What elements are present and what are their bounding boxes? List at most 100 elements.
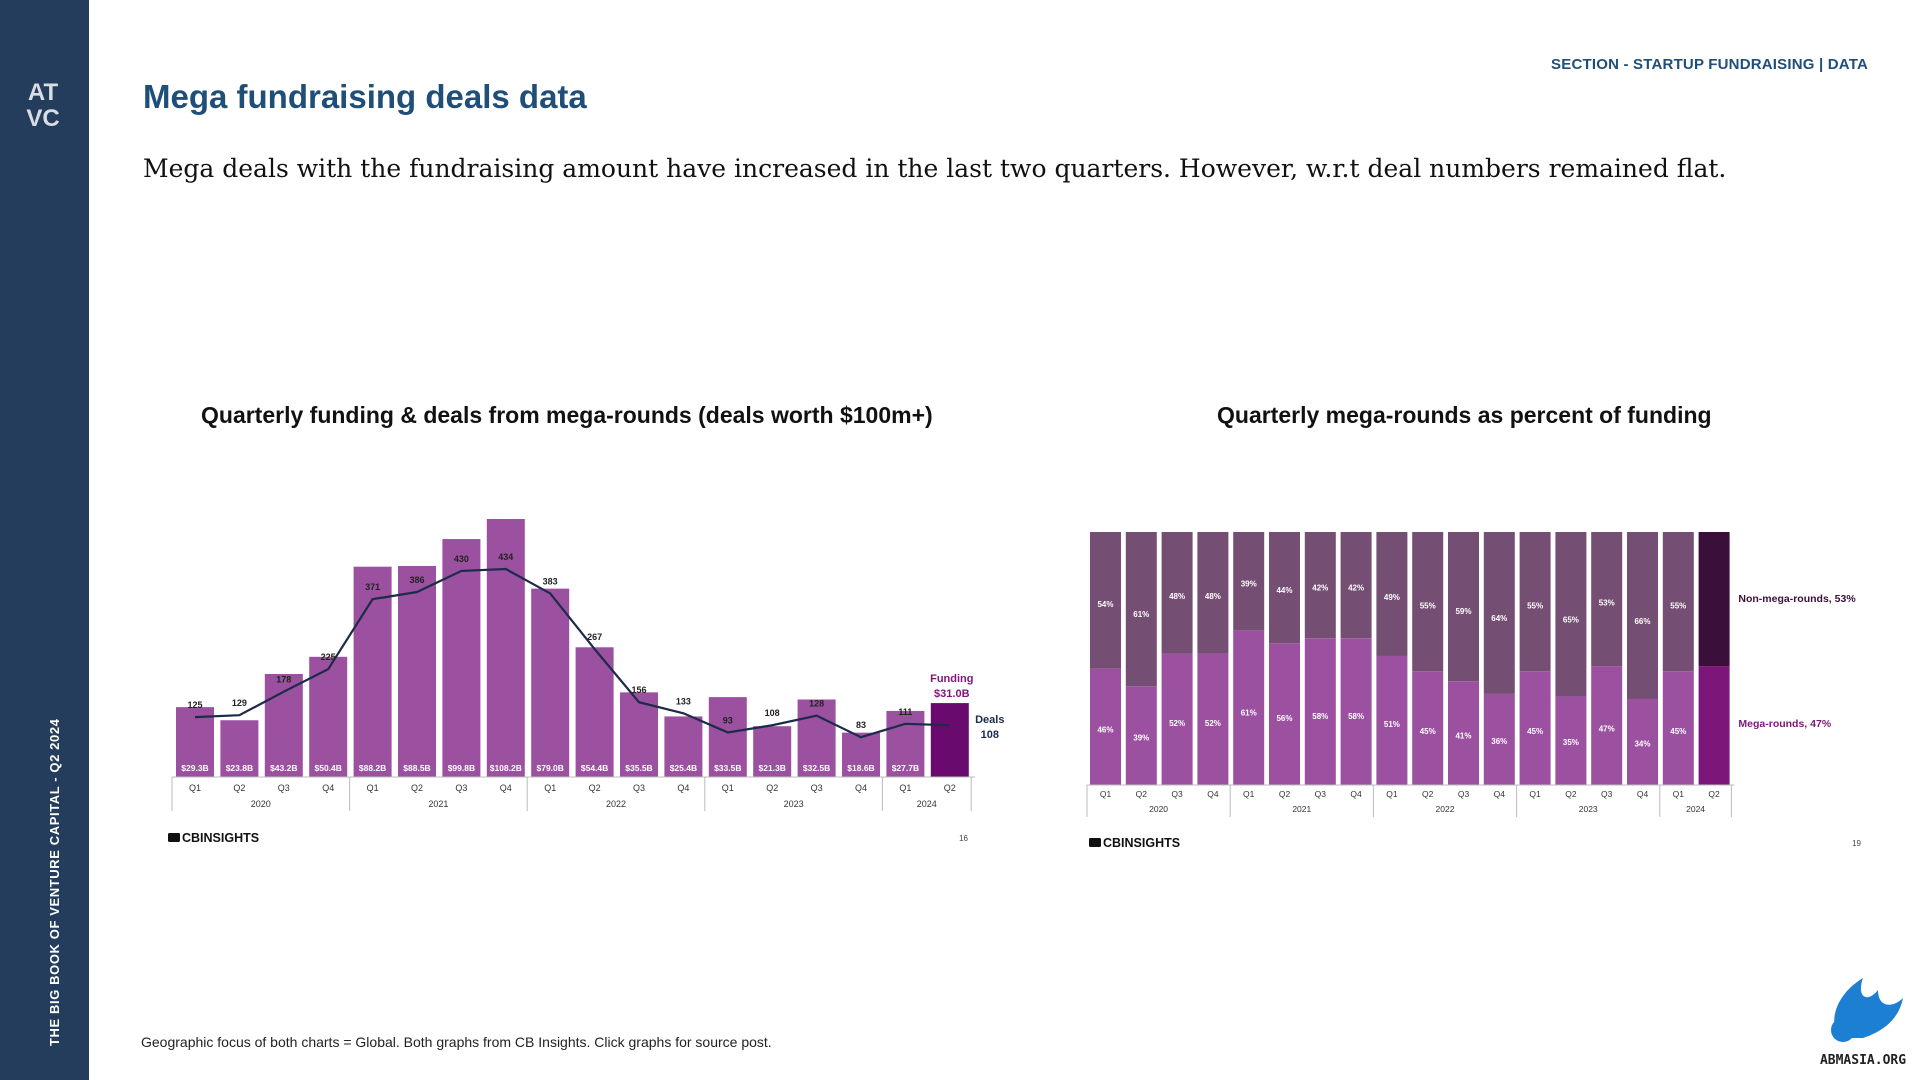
quarter-tick-label: Q3 xyxy=(1458,789,1470,799)
deals-data-label: 225 xyxy=(321,652,336,662)
quarter-tick-label: Q1 xyxy=(189,783,201,793)
deals-data-label: 128 xyxy=(809,699,824,709)
deals-data-label: 383 xyxy=(543,576,558,586)
funding-annotation-value: $31.0B xyxy=(934,688,970,700)
non-mega-label: 39% xyxy=(1241,579,1257,588)
quarter-tick-label: Q3 xyxy=(633,783,645,793)
funding-bar xyxy=(264,673,303,777)
quarter-tick-label: Q1 xyxy=(544,783,556,793)
quarter-tick-label: Q2 xyxy=(944,783,956,793)
deals-annotation-value: 108 xyxy=(981,729,999,741)
mega-segment xyxy=(1304,638,1336,785)
quarter-tick-label: Q3 xyxy=(1601,789,1613,799)
svg-text:AT: AT xyxy=(28,79,59,106)
mega-segment xyxy=(1090,668,1121,785)
funding-bar-label: $88.2B xyxy=(359,763,386,773)
quarter-tick-label: Q1 xyxy=(1529,789,1541,799)
quarter-tick-label: Q4 xyxy=(1637,789,1649,799)
year-tick-label: 2022 xyxy=(606,799,626,809)
non-mega-label: 64% xyxy=(1491,614,1507,623)
mega-segment xyxy=(1233,630,1265,785)
non-mega-label: 42% xyxy=(1312,583,1328,592)
cbinsights-icon xyxy=(1089,838,1101,847)
non-mega-segment xyxy=(1555,532,1587,697)
funding-annotation-label: Funding xyxy=(930,673,973,685)
non-mega-segment xyxy=(1376,532,1408,656)
sidebar: AT VC THE BIG BOOK OF VENTURE CAPITAL - … xyxy=(0,0,89,1080)
deals-data-label: 111 xyxy=(898,707,912,717)
funding-bar xyxy=(398,565,436,777)
quarter-tick-label: Q1 xyxy=(1673,789,1685,799)
funding-bar xyxy=(753,726,792,777)
non-mega-label: 53% xyxy=(1599,599,1615,608)
non-mega-label: 61% xyxy=(1133,610,1149,619)
deals-data-label: 133 xyxy=(676,696,691,706)
quarter-tick-label: Q3 xyxy=(278,783,290,793)
quarter-tick-label: Q2 xyxy=(1279,789,1291,799)
page-number: 16 xyxy=(959,834,968,843)
mega-label: 39% xyxy=(1133,734,1149,743)
non-mega-segment xyxy=(1125,532,1157,687)
quarter-tick-label: Q1 xyxy=(899,783,911,793)
non-mega-segment xyxy=(1304,532,1336,639)
year-tick-label: 2023 xyxy=(784,799,804,809)
chart2-heading: Quarterly mega-rounds as percent of fund… xyxy=(1217,402,1712,428)
quarter-tick-label: Q4 xyxy=(1350,789,1362,799)
mega-segment xyxy=(1627,698,1658,785)
deals-data-label: 108 xyxy=(765,708,780,718)
non-mega-segment xyxy=(1090,532,1121,669)
mega-rounds-percent-chart[interactable]: 54% 46% 61% 39% 48% 52% 48% 52% 39% 61% 44% 56% 42% 5… xyxy=(1085,520,1885,860)
vertical-sidebar-text: THE BIG BOOK OF VENTURE CAPITAL - Q2 202… xyxy=(47,718,62,1047)
mega-segment xyxy=(1483,693,1515,785)
deals-data-label: 93 xyxy=(723,715,733,725)
mega-label: 51% xyxy=(1384,720,1400,729)
funding-bar-label: $99.8B xyxy=(448,763,475,773)
quarter-tick-label: Q2 xyxy=(1136,789,1148,799)
mega-label: 45% xyxy=(1420,727,1436,736)
mega-label: 41% xyxy=(1455,731,1471,740)
mega-label: 45% xyxy=(1527,727,1543,736)
funding-bar-label: $33.5B xyxy=(714,763,741,773)
mega-label: 35% xyxy=(1563,738,1579,747)
funding-bar xyxy=(176,707,214,777)
quarter-tick-label: Q2 xyxy=(411,783,423,793)
mega-segment xyxy=(1519,671,1551,785)
non-mega-segment xyxy=(1269,532,1300,644)
non-mega-annotation: Non-mega-rounds, 53% xyxy=(1738,593,1856,605)
funding-bar xyxy=(531,588,570,777)
section-label: SECTION - STARTUP FUNDRAISING | DATA xyxy=(1551,56,1868,73)
non-mega-label: 54% xyxy=(1097,600,1113,609)
funding-bar-label: $29.3B xyxy=(181,763,208,773)
funding-bar-label: $43.2B xyxy=(270,763,297,773)
deals-data-label: 267 xyxy=(587,632,602,642)
funding-bar-label: $108.2B xyxy=(490,763,522,773)
non-mega-segment xyxy=(1448,532,1479,682)
non-mega-label: 42% xyxy=(1348,583,1364,592)
mega-label: 36% xyxy=(1491,737,1507,746)
mega-rounds-funding-deals-chart[interactable]: $29.3B $23.8B $43.2B $50.4B $88.2B $88.5B $99.… xyxy=(160,500,1020,860)
quarter-tick-label: Q1 xyxy=(1243,789,1255,799)
mega-segment xyxy=(1698,666,1730,785)
page-number: 19 xyxy=(1852,839,1861,848)
svg-text:VC: VC xyxy=(26,105,59,130)
deals-data-label: 371 xyxy=(365,582,380,592)
quarter-tick-label: Q3 xyxy=(1171,789,1183,799)
deals-data-label: 129 xyxy=(232,698,247,708)
cbinsights-logo-text: CBINSIGHTS xyxy=(1103,836,1180,850)
abmasia-logo: ABMASIA.ORG xyxy=(1820,978,1906,1068)
svg-text:ABMASIA.ORG: ABMASIA.ORG xyxy=(1820,1053,1906,1068)
cbinsights-logo-text: CBINSIGHTS xyxy=(182,831,259,845)
atvc-logo: AT VC xyxy=(26,79,59,130)
non-mega-segment xyxy=(1197,532,1229,654)
non-mega-label: 44% xyxy=(1276,586,1292,595)
funding-bar xyxy=(886,710,925,777)
quarter-tick-label: Q2 xyxy=(1565,789,1577,799)
cbinsights-icon xyxy=(168,833,180,842)
funding-bar-label: $88.5B xyxy=(403,763,430,773)
deals-data-label: 386 xyxy=(409,575,424,585)
funding-bar-label: $79.0B xyxy=(536,763,563,773)
non-mega-segment xyxy=(1233,532,1265,631)
year-tick-label: 2024 xyxy=(1686,804,1705,814)
year-tick-label: 2022 xyxy=(1436,804,1455,814)
mega-segment xyxy=(1591,666,1623,785)
